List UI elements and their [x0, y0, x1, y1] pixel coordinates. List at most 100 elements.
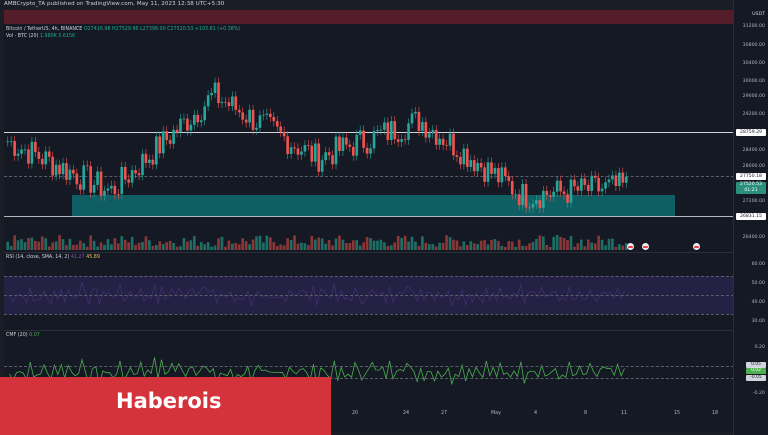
volume-bar: [479, 240, 483, 250]
volume-bar: [189, 240, 193, 250]
candle: [452, 133, 455, 156]
candle: [123, 166, 127, 180]
cmf-legend[interactable]: CMF (20) 0.07: [6, 333, 40, 338]
pane-separator-cmf[interactable]: [4, 330, 734, 331]
candle: [286, 136, 289, 154]
volume-bar: [331, 245, 334, 250]
candle: [331, 155, 334, 165]
resistance-line[interactable]: [4, 132, 734, 133]
volume-bar: [386, 245, 390, 250]
rsi-mid-line: [4, 295, 734, 296]
candle: [351, 146, 355, 156]
volume-bar: [58, 235, 61, 250]
symbol-legend[interactable]: Bitcoin / TetherUS, 4h, BINANCE O27416.9…: [6, 27, 240, 32]
volume-bar: [82, 243, 86, 250]
candle: [44, 151, 48, 165]
price-tick: 29200.00: [742, 112, 765, 117]
ohlc-values: O27416.98 H27529.96 L27398.00 C27520.53 …: [83, 27, 241, 32]
candle: [210, 92, 213, 96]
candle: [85, 165, 89, 167]
volume-bar: [54, 241, 58, 250]
volume-bar: [16, 240, 20, 250]
volume-bar: [13, 235, 16, 250]
candle: [507, 176, 511, 181]
candle: [179, 118, 182, 133]
candle: [369, 148, 372, 154]
volume-bar: [220, 236, 224, 250]
volume-bar: [338, 235, 341, 250]
chart-pane[interactable]: [4, 10, 734, 432]
price-tick: 26400.00: [742, 235, 765, 240]
candle: [576, 186, 580, 191]
cmf-tag-down: -0.05: [746, 375, 766, 381]
cmf-tick: -0.20: [752, 391, 765, 396]
candle: [455, 155, 459, 158]
volume-bar: [365, 237, 369, 250]
volume-bar: [158, 241, 162, 250]
mid-level-price-tag: 27750.18: [736, 173, 766, 180]
candle: [220, 101, 224, 104]
volume-bar: [151, 245, 155, 250]
volume-bar: [403, 235, 407, 250]
volume-bar: [279, 244, 283, 250]
rsi-legend[interactable]: RSI (14, close, SMA, 14, 2) 41.27 45.89: [6, 255, 100, 260]
candle: [317, 143, 321, 172]
candle: [345, 137, 348, 145]
candle: [282, 131, 286, 137]
candle: [334, 136, 338, 165]
candle: [27, 149, 30, 164]
candle: [186, 118, 189, 131]
volume-bar: [303, 243, 307, 250]
volume-bar: [210, 246, 213, 250]
candle: [54, 164, 58, 176]
candle: [227, 102, 231, 107]
candle: [472, 160, 476, 172]
volume-bar: [548, 246, 552, 250]
candle: [521, 184, 524, 206]
candle: [272, 117, 276, 122]
candle: [65, 163, 68, 180]
volume-bar: [593, 243, 597, 250]
volume-bar: [355, 240, 359, 250]
news-flag-icon[interactable]: [627, 243, 634, 250]
news-flag-icon[interactable]: [693, 243, 700, 250]
candle: [189, 124, 193, 131]
volume-bar: [179, 246, 182, 250]
candle: [545, 190, 549, 196]
volume-bar: [410, 236, 414, 250]
candle: [476, 162, 480, 172]
news-flag-icon[interactable]: [642, 243, 649, 250]
volume-bar: [96, 246, 99, 250]
volume-bar: [203, 244, 207, 250]
pane-separator-rsi[interactable]: [4, 252, 734, 253]
candle: [172, 129, 175, 144]
candle: [23, 149, 27, 151]
candle: [255, 127, 258, 130]
price-axis[interactable]: USDT 31200.00 30800.00 30400.00 30000.00…: [733, 0, 768, 435]
volume-bar: [165, 242, 169, 250]
volume-bar: [148, 240, 151, 250]
volume-legend[interactable]: Vol · BTC (20) 1.980K 5.615K: [6, 34, 75, 39]
volume-bar: [555, 235, 559, 250]
candle: [459, 157, 462, 165]
candle: [127, 179, 130, 183]
candle: [40, 158, 44, 165]
price-tick: 28000.00: [742, 164, 765, 169]
candle: [483, 167, 486, 182]
volume-bar: [389, 245, 393, 250]
volume-bar: [265, 235, 269, 250]
candle: [75, 173, 79, 185]
volume-bar: [99, 242, 103, 250]
brand-banner: [0, 377, 331, 435]
candle: [417, 111, 421, 132]
header-highlight-strip: [4, 10, 734, 24]
volume-bar: [137, 242, 141, 250]
volume-bar: [217, 238, 220, 250]
volume-bar: [120, 236, 124, 250]
support-line[interactable]: [4, 216, 734, 217]
candle: [414, 111, 417, 114]
price-tick: 30000.00: [742, 79, 765, 84]
candle: [552, 191, 556, 197]
volume-bar: [607, 238, 611, 250]
volume-bar: [161, 243, 165, 250]
